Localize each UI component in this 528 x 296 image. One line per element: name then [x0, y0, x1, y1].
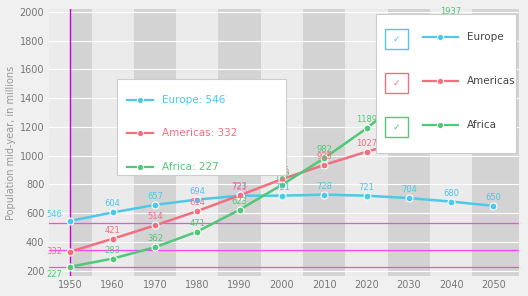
- FancyBboxPatch shape: [117, 78, 286, 175]
- Text: Africa: 227: Africa: 227: [162, 162, 219, 172]
- Text: 1937: 1937: [440, 7, 462, 15]
- Text: 1110: 1110: [398, 127, 419, 136]
- Text: ✓: ✓: [393, 79, 400, 88]
- Text: Europe: Europe: [467, 32, 504, 42]
- Text: ✓: ✓: [393, 35, 400, 44]
- FancyBboxPatch shape: [385, 29, 409, 49]
- Bar: [388, 9, 430, 276]
- Text: 1189: 1189: [356, 115, 377, 124]
- Bar: [49, 9, 70, 276]
- Text: 1027: 1027: [356, 139, 377, 148]
- Bar: [430, 9, 472, 276]
- Text: 514: 514: [147, 213, 163, 221]
- Text: ✓: ✓: [393, 123, 400, 132]
- Bar: [494, 9, 519, 276]
- Text: 797: 797: [274, 172, 290, 181]
- Text: 721: 721: [274, 183, 290, 192]
- Text: 721: 721: [232, 183, 248, 192]
- Bar: [176, 9, 219, 276]
- Text: 650: 650: [486, 193, 502, 202]
- Text: Africa: Africa: [467, 120, 497, 130]
- Text: 227: 227: [46, 270, 62, 279]
- Text: 694: 694: [190, 186, 205, 196]
- Text: 704: 704: [401, 185, 417, 194]
- Text: 604: 604: [105, 200, 120, 208]
- Bar: [91, 9, 134, 276]
- Bar: [261, 9, 303, 276]
- Text: 680: 680: [443, 189, 459, 197]
- Text: 471: 471: [190, 218, 205, 228]
- Text: 362: 362: [147, 234, 163, 243]
- FancyBboxPatch shape: [385, 73, 409, 93]
- Text: 1427: 1427: [398, 81, 419, 90]
- Text: Americas: Americas: [467, 76, 516, 86]
- Text: Europe: 546: Europe: 546: [162, 95, 225, 105]
- FancyBboxPatch shape: [385, 117, 409, 137]
- Text: 546: 546: [46, 210, 62, 219]
- Text: 1231: 1231: [483, 110, 504, 118]
- Text: 283: 283: [105, 246, 121, 255]
- Text: 657: 657: [147, 192, 163, 201]
- Bar: [134, 9, 176, 276]
- Text: 614: 614: [190, 198, 205, 207]
- Text: 935: 935: [316, 152, 332, 161]
- Text: 728: 728: [316, 182, 332, 191]
- Text: 1231: 1231: [483, 110, 504, 118]
- Text: 836: 836: [274, 166, 290, 175]
- Text: 723: 723: [232, 182, 248, 192]
- Text: 623: 623: [232, 197, 248, 206]
- Text: 332: 332: [46, 247, 62, 256]
- Bar: [49, 9, 91, 276]
- Bar: [472, 9, 515, 276]
- Text: 982: 982: [316, 145, 332, 154]
- Text: 721: 721: [359, 183, 374, 192]
- Bar: [219, 9, 261, 276]
- Bar: [345, 9, 388, 276]
- Text: 421: 421: [105, 226, 120, 235]
- Text: Americas: 332: Americas: 332: [162, 128, 237, 138]
- Text: 1178: 1178: [440, 117, 462, 126]
- FancyBboxPatch shape: [375, 15, 516, 153]
- Y-axis label: Population mid-year, in millions: Population mid-year, in millions: [6, 65, 15, 220]
- Bar: [303, 9, 345, 276]
